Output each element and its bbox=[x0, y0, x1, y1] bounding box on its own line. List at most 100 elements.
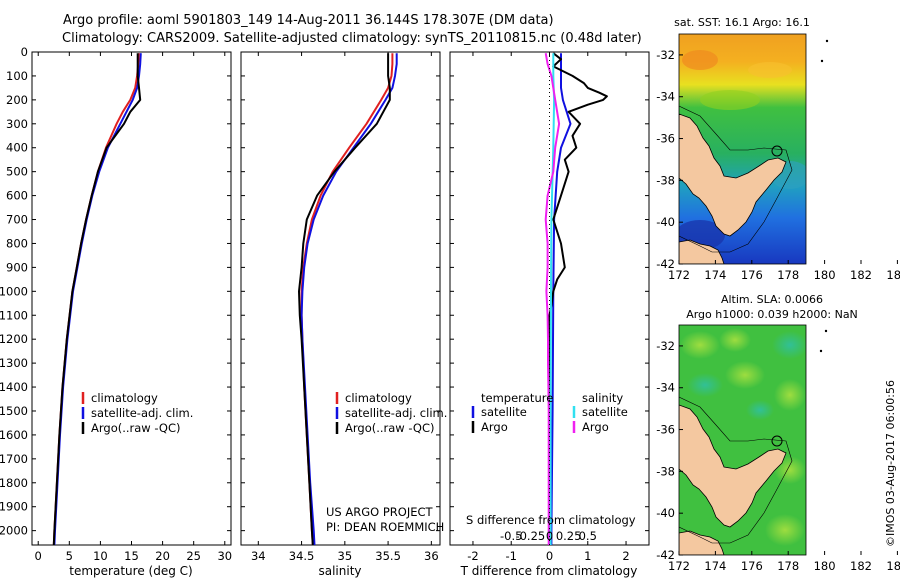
lat-tick-label: -34 bbox=[656, 90, 675, 104]
temperature-axis-label: temperature (deg C) bbox=[69, 564, 192, 578]
series-line-argo-raw-qc- bbox=[298, 53, 391, 546]
legend-label-argo: Argo(..raw -QC) bbox=[91, 421, 181, 435]
x-tick-label: 15 bbox=[124, 549, 139, 563]
salinity-diff-tick-label: -0.25 bbox=[515, 529, 545, 543]
x-tick-label: 20 bbox=[155, 549, 170, 563]
argo-position-marker bbox=[771, 435, 783, 447]
series-line-climatology bbox=[300, 53, 394, 546]
depth-tick-label: 1200 bbox=[0, 332, 28, 346]
depth-tick-label: 2000 bbox=[0, 524, 28, 538]
new-zealand-landmass bbox=[679, 105, 793, 264]
depth-tick-label: 900 bbox=[6, 260, 28, 274]
salinity-diff-tick-label: 0.25 bbox=[556, 529, 582, 543]
depth-tick-label: 1300 bbox=[0, 356, 28, 370]
legend-label-temp-argo: Argo bbox=[481, 420, 508, 434]
lon-tick-label: 174 bbox=[704, 559, 726, 573]
depth-tick-label: 600 bbox=[6, 189, 28, 203]
salinity-diff-tick-label: 0 bbox=[546, 529, 553, 543]
depth-tick-label: 1900 bbox=[0, 500, 28, 514]
sla-map-title-1: Altim. SLA: 0.0066 bbox=[721, 293, 823, 306]
lon-tick-label: 176 bbox=[741, 559, 763, 573]
depth-tick-label: 0 bbox=[21, 45, 28, 59]
lon-tick-label: 172 bbox=[668, 559, 690, 573]
x-tick-label: 30 bbox=[217, 549, 232, 563]
sst-map: sat. SST: 16.1 Argo: 16.1 172 174 176 178 18… bbox=[656, 16, 900, 282]
legend-label-satellite: satellite-adj. clim. bbox=[91, 406, 193, 420]
x-tick-label: 34 bbox=[251, 549, 266, 563]
salinity-axis-label: salinity bbox=[318, 564, 361, 578]
lon-tick-label: 182 bbox=[850, 559, 872, 573]
legend-label-satellite: satellite-adj. clim. bbox=[345, 406, 447, 420]
legend-label-climatology: climatology bbox=[345, 391, 412, 405]
lat-tick-label: -38 bbox=[656, 464, 675, 478]
lon-tick-label: 178 bbox=[777, 268, 799, 282]
island-dot bbox=[824, 329, 828, 333]
x-tick-label: 2 bbox=[622, 549, 629, 563]
sla-map-title-2: Argo h1000: 0.039 h2000: NaN bbox=[686, 308, 858, 321]
series-line-temperature-argo bbox=[548, 52, 608, 545]
new-zealand-landmass bbox=[679, 396, 793, 555]
lon-tick-label: 182 bbox=[850, 268, 872, 282]
series-line-salinity-argo bbox=[544, 53, 561, 545]
x-tick-label: 1 bbox=[584, 549, 591, 563]
temperature-plot: 0 5 10 15 20 25 300100200300400500600700800900… bbox=[0, 45, 649, 563]
salinity-diff-tick-label: 0.5 bbox=[579, 529, 597, 543]
x-tick-label: 34.5 bbox=[289, 549, 315, 563]
sst-map-title: sat. SST: 16.1 Argo: 16.1 bbox=[674, 16, 810, 29]
series-line-temperature-satellite bbox=[550, 53, 572, 545]
x-tick-label: -2 bbox=[467, 549, 478, 563]
difference-top-axis-label: S difference from climatology bbox=[466, 513, 636, 527]
series-line-satellite-adj-clim- bbox=[300, 53, 398, 546]
depth-tick-label: 800 bbox=[6, 236, 28, 250]
temperature-legend: climatology satellite-adj. clim. Argo(..… bbox=[81, 391, 193, 435]
x-tick-label: 35 bbox=[338, 549, 353, 563]
x-tick-label: 36 bbox=[424, 549, 439, 563]
lon-tick-label: 180 bbox=[814, 559, 836, 573]
series-line-satellite-adj-clim- bbox=[53, 53, 142, 546]
series-line-argo-raw-qc- bbox=[52, 53, 142, 546]
argo-position-marker bbox=[771, 145, 783, 157]
lon-tick-label: 176 bbox=[741, 268, 763, 282]
legend-label-temp-satellite: satellite bbox=[481, 405, 527, 419]
depth-tick-label: 1000 bbox=[0, 284, 28, 298]
pi-annotation: PI: DEAN ROEMMICH bbox=[326, 520, 444, 534]
lon-tick-label: 180 bbox=[814, 268, 836, 282]
imos-credit: ©IMOS 03-Aug-2017 06:00:56 bbox=[884, 380, 897, 547]
depth-tick-label: 1800 bbox=[0, 476, 28, 490]
difference-plot: -2 -1 0 1 2 -0.5-0.25 0 0.250.5 bbox=[467, 52, 630, 563]
depth-tick-label: 1700 bbox=[0, 452, 28, 466]
depth-tick-label: 1100 bbox=[0, 308, 28, 322]
depth-tick-label: 1600 bbox=[0, 428, 28, 442]
lat-tick-label: -38 bbox=[656, 173, 675, 187]
lat-tick-label: -36 bbox=[656, 423, 675, 437]
lat-tick-label: -42 bbox=[656, 257, 675, 271]
x-tick-label: -1 bbox=[505, 549, 516, 563]
temperature-panel-frame bbox=[31, 51, 232, 546]
legend-header-temperature: temperature bbox=[481, 391, 553, 405]
island-dot bbox=[819, 349, 823, 353]
lon-tick-label: 172 bbox=[668, 268, 690, 282]
lon-tick-label: 184 bbox=[886, 268, 900, 282]
depth-tick-label: 400 bbox=[6, 141, 28, 155]
lat-tick-label: -32 bbox=[656, 339, 675, 353]
title-line-2: Climatology: CARS2009. Satellite-adjuste… bbox=[62, 31, 642, 46]
x-tick-label: 35.5 bbox=[375, 549, 401, 563]
legend-label-climatology: climatology bbox=[91, 391, 158, 405]
x-tick-label: 5 bbox=[66, 549, 73, 563]
difference-legend: temperature salinity satellite Argo sate… bbox=[466, 391, 636, 527]
legend-label-sal-argo: Argo bbox=[582, 420, 609, 434]
salinity-plot: 34 34.5 35 35.5 36 bbox=[251, 52, 439, 563]
legend-label-argo: Argo(..raw -QC) bbox=[345, 421, 435, 435]
lat-tick-label: -40 bbox=[656, 506, 675, 520]
salinity-legend: climatology satellite-adj. clim. Argo(..… bbox=[326, 391, 447, 534]
lon-tick-label: 174 bbox=[704, 268, 726, 282]
depth-tick-label: 100 bbox=[6, 69, 28, 83]
lat-tick-label: -32 bbox=[656, 48, 675, 62]
island-dot bbox=[825, 39, 829, 43]
lon-tick-label: 178 bbox=[777, 559, 799, 573]
depth-tick-label: 300 bbox=[6, 117, 28, 131]
difference-axis-label: T difference from climatology bbox=[460, 564, 638, 578]
x-tick-label: 0 bbox=[546, 549, 553, 563]
depth-tick-label: 1400 bbox=[0, 380, 28, 394]
depth-tick-label: 700 bbox=[6, 213, 28, 227]
